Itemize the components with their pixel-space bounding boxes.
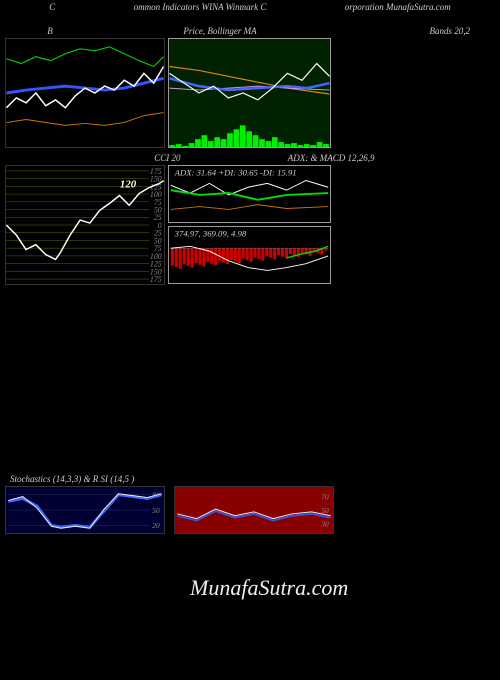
mid-chart-row: 1751501251007550250255075100125150175120… [0, 165, 500, 285]
stochastics-chart: 805020 [5, 486, 165, 534]
page-header: C ommon Indicators WINA Winmark C orpora… [0, 0, 500, 14]
svg-text:374.97, 369.09, 4.98: 374.97, 369.09, 4.98 [174, 229, 247, 239]
label-adx-macd: ADX: & MACD 12,26,9 [250, 153, 413, 163]
label-cci: CCI 20 [87, 153, 247, 163]
svg-text:175: 175 [150, 275, 162, 284]
watermark: MunafaSutra.com [190, 575, 348, 601]
mid-labels: CCI 20 ADX: & MACD 12,26,9 [0, 148, 500, 165]
svg-text:120: 120 [120, 179, 137, 191]
macd-chart: 374.97, 369.09, 4.98 [168, 226, 331, 284]
spacer [0, 285, 500, 470]
label-bands: Bands 20,2 [350, 26, 470, 36]
label-bb: B [10, 26, 90, 36]
bb-chart [5, 38, 165, 148]
svg-text:30: 30 [320, 519, 329, 528]
svg-text:70: 70 [321, 492, 329, 501]
svg-text:50: 50 [152, 506, 160, 515]
header-right: orporation MunafaSutra.com [345, 2, 451, 12]
header-mid: ommon Indicators WINA Winmark C [134, 2, 267, 12]
top-chart-row [0, 38, 500, 148]
label-price: Price, Bollinger MA [130, 26, 310, 36]
rsi-chart: 70 50 30 [174, 486, 334, 534]
top-panel-labels: B Price, Bollinger MA Bands 20,2 [0, 14, 500, 38]
adx-macd-column: ADX: 31.64 +DI: 30.65 -DI: 15.91 374.97,… [168, 165, 331, 285]
stoch-label: Stochastics (14,3,3) & R SI (14,5 ) [0, 470, 500, 486]
svg-text:20: 20 [152, 521, 160, 530]
svg-text:ADX: 31.64 +DI: 30.65 -DI: 1: ADX: 31.64 +DI: 30.65 -DI: 15.91 [174, 168, 297, 178]
svg-text:50: 50 [321, 506, 329, 515]
adx-chart: ADX: 31.64 +DI: 30.65 -DI: 15.91 [168, 165, 331, 223]
cci-chart: 1751501251007550250255075100125150175120 [5, 165, 165, 285]
header-left: C [49, 2, 55, 12]
price-chart [168, 38, 331, 148]
